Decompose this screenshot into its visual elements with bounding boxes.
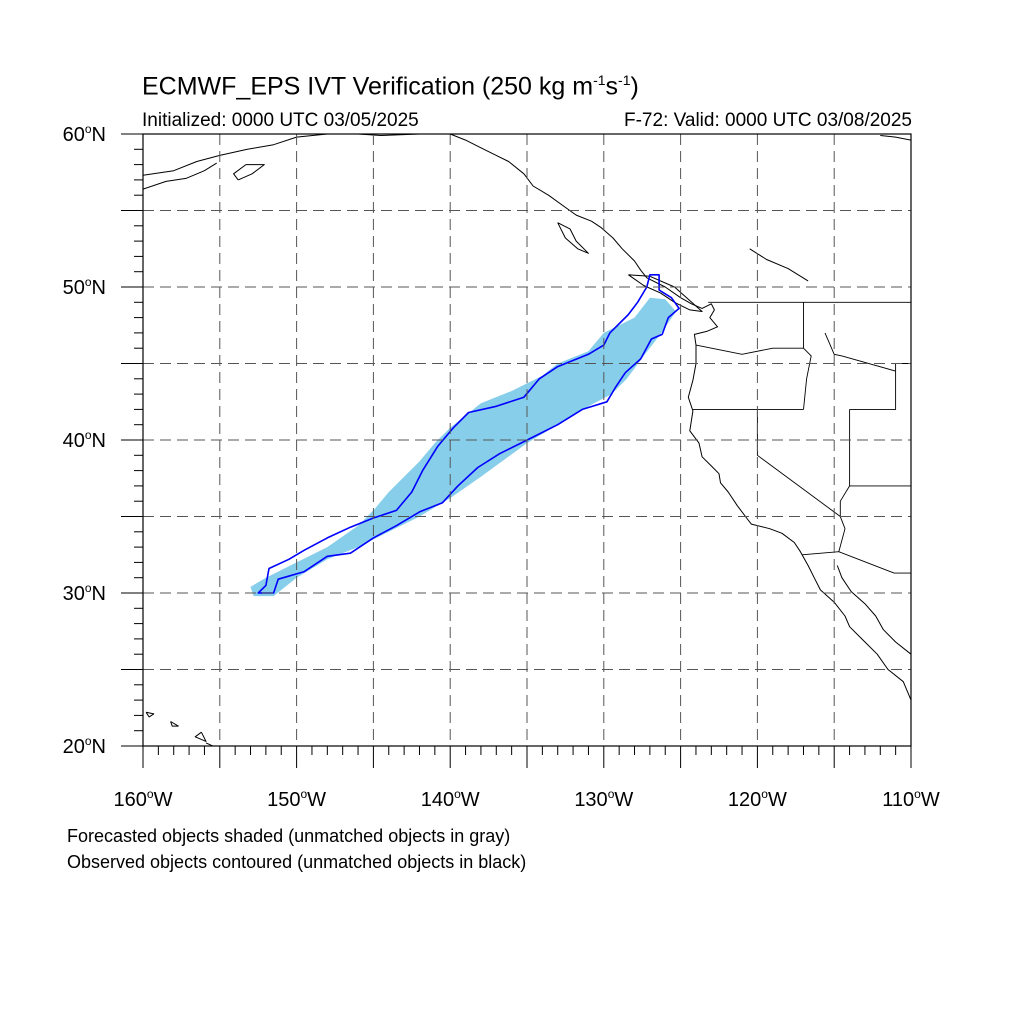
lon-tick-label-value: 110 (882, 789, 914, 811)
coastline-segment (880, 135, 911, 141)
coastline-segment (628, 274, 703, 312)
valid-time: F-72: Valid: 0000 UTC 03/08/2025 (624, 110, 912, 131)
title-suffix: ) (630, 72, 639, 101)
lat-tick-label: 30oN (63, 581, 106, 605)
degree-symbol: o (85, 734, 92, 748)
coastline-segment (557, 222, 589, 254)
degree-symbol: o (85, 428, 92, 442)
lon-tick-label-value: 150 (267, 789, 300, 811)
border-segment (801, 551, 911, 574)
lat-tick-label: 60oN (63, 122, 106, 146)
lat-tick-label-hemisphere: N (92, 583, 106, 605)
coastline-segment (194, 731, 207, 742)
title-mid: s (605, 72, 619, 101)
coastline-segment (836, 565, 911, 655)
title-prefix: ECMWF_EPS IVT Verification (250 kg m (142, 72, 594, 101)
lat-tick-label-value: 50 (63, 277, 85, 299)
lat-tick-label-hemisphere: N (92, 430, 106, 452)
initialized-time: Initialized: 0000 UTC 03/05/2025 (142, 110, 419, 131)
degree-symbol: o (914, 787, 921, 801)
lat-tick-label-hemisphere: N (92, 124, 106, 146)
axis-ticks (121, 133, 912, 768)
title-exponent-2: -1 (618, 72, 631, 88)
lon-tick-label: 120oW (728, 787, 787, 811)
graticule-gridlines (143, 134, 911, 746)
border-segment (695, 344, 804, 355)
border-segment (756, 409, 841, 517)
degree-symbol: o (608, 787, 615, 801)
caption-observed: Observed objects contoured (unmatched ob… (67, 852, 527, 872)
forecast-object-shaded (250, 297, 676, 597)
political-borders-layer (692, 301, 911, 574)
lon-tick-label-hemisphere: W (154, 789, 173, 811)
lat-tick-label-value: 30 (63, 583, 85, 605)
lat-tick-label-value: 20 (63, 736, 85, 758)
coastline-segment (233, 164, 265, 181)
lon-tick-label-value: 130 (574, 789, 607, 811)
degree-symbol: o (85, 122, 92, 136)
observed-object-contour (257, 273, 680, 594)
border-segment (838, 409, 851, 552)
lat-tick-label: 50oN (63, 275, 106, 299)
coastline-segment (205, 742, 215, 746)
lon-tick-label-value: 140 (421, 789, 454, 811)
degree-symbol: o (454, 787, 461, 801)
lon-tick-label: 130oW (574, 787, 633, 811)
degree-symbol: o (85, 581, 92, 595)
lon-tick-label-value: 120 (728, 789, 761, 811)
lat-tick-label-value: 60 (63, 124, 85, 146)
lon-tick-label-hemisphere: W (921, 789, 940, 811)
coastline-segment (145, 711, 155, 718)
caption-forecast: Forecasted objects shaded (unmatched obj… (67, 826, 511, 846)
lat-tick-label: 20oN (63, 734, 106, 758)
lon-tick-label: 160oW (114, 787, 173, 811)
lon-tick-label-hemisphere: W (768, 789, 787, 811)
border-segment (824, 332, 896, 372)
lat-tick-label-hemisphere: N (92, 736, 106, 758)
lon-tick-label-hemisphere: W (307, 789, 326, 811)
lon-tick-label: 140oW (421, 787, 480, 811)
coastline-segment (749, 248, 809, 282)
lon-tick-label-hemisphere: W (461, 789, 480, 811)
coastline-segment (170, 721, 179, 727)
title-exponent-1: -1 (593, 72, 606, 88)
degree-symbol: o (761, 787, 768, 801)
border-segment (849, 363, 911, 410)
lon-tick-label: 110oW (882, 787, 940, 811)
coastline-segment (143, 162, 217, 190)
observed-object-layer (257, 273, 680, 594)
lon-tick-label-hemisphere: W (614, 789, 633, 811)
degree-symbol: o (85, 275, 92, 289)
chart-title: ECMWF_EPS IVT Verification (250 kg m-1s-… (142, 72, 639, 101)
degree-symbol: o (147, 787, 154, 801)
lat-tick-label-value: 40 (63, 430, 85, 452)
lat-tick-label: 40oN (63, 428, 106, 452)
lon-tick-label-value: 160 (114, 789, 147, 811)
border-segment (803, 302, 812, 410)
lon-tick-label: 150oW (267, 787, 326, 811)
lat-tick-label-hemisphere: N (92, 277, 106, 299)
coastline-segment (143, 134, 328, 176)
degree-symbol: o (300, 787, 307, 801)
forecast-object-layer (250, 297, 676, 597)
